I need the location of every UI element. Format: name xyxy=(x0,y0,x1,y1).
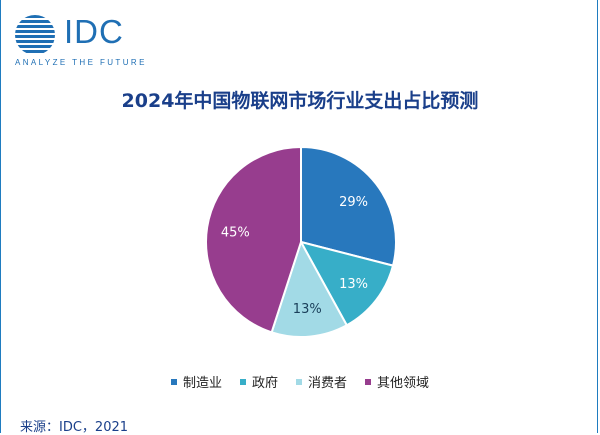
legend-swatch xyxy=(240,379,246,385)
chart-legend: 制造业 政府 消费者 其他领域 xyxy=(0,372,600,391)
legend-label: 消费者 xyxy=(308,372,347,391)
slice-label-1: 29% xyxy=(339,195,368,210)
legend-item-1: 制造业 xyxy=(171,372,222,391)
legend-swatch xyxy=(365,379,371,385)
source-note: 来源：IDC，2021 xyxy=(20,416,128,435)
legend-swatch xyxy=(296,379,302,385)
legend-label: 制造业 xyxy=(183,372,222,391)
legend-item-3: 消费者 xyxy=(296,372,347,391)
slice-label-2: 13% xyxy=(339,277,368,292)
slice-label-3: 13% xyxy=(293,302,322,317)
legend-label: 政府 xyxy=(252,372,278,391)
legend-item-2: 政府 xyxy=(240,372,278,391)
legend-item-4: 其他领域 xyxy=(365,372,429,391)
legend-label: 其他领域 xyxy=(377,372,429,391)
legend-swatch xyxy=(171,379,177,385)
slice-label-4: 45% xyxy=(221,226,250,241)
